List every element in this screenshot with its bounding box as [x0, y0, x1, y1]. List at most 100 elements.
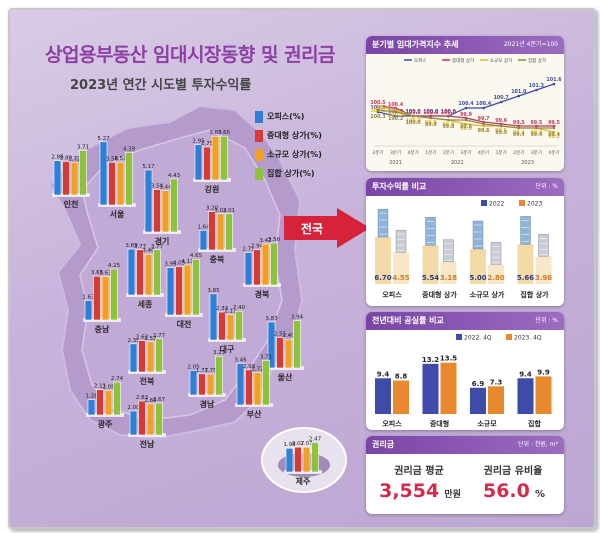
region-bar-label: 2.77 — [153, 333, 166, 339]
line-point-label: 100.3 — [370, 114, 385, 120]
bar-group: 9.4 9.9 집합 — [517, 368, 552, 428]
region-name: 경남 — [200, 399, 215, 409]
investment-return-title: 투자수익률 비교 — [372, 182, 427, 191]
line-point — [535, 88, 538, 92]
region-bar — [198, 373, 206, 396]
line-x-tick: 4분기 — [408, 149, 419, 156]
region-name: 부산 — [247, 409, 262, 419]
region-bar-label: 3.20 — [206, 206, 219, 212]
map-legend-swatch — [255, 129, 263, 142]
region-name: 경북 — [255, 289, 270, 299]
region-bar-label: 2.67 — [153, 397, 166, 403]
bar-legend-swatch — [506, 334, 512, 340]
region-bar-label: 3.94 — [291, 315, 304, 321]
region-bar-label: 3.95 — [164, 262, 177, 268]
bar-value-label: 9.9 — [537, 368, 550, 376]
vacancy-panel: 전년대비 공실률 비교 단위 : % 2022. 4Q 2023. 4Q 9.4 8.… — [366, 312, 564, 430]
line-x-tick: 1분기 — [496, 149, 507, 156]
bar-value-label: 7.3 — [490, 378, 503, 386]
key-money-avg: 3,554 만원 — [370, 480, 470, 502]
region-bar-label: 3.50 — [268, 237, 281, 243]
region-bar — [215, 355, 223, 396]
bar — [517, 244, 534, 284]
region-name: 전남 — [140, 439, 155, 449]
bar-legend-label: 2023. 4Q — [514, 335, 542, 342]
line-point-label: 100.2 — [370, 105, 385, 111]
region-name: 대전 — [177, 319, 192, 329]
region-bar-label: 2.05 — [187, 364, 200, 370]
region-bar-label: 3.42 — [259, 238, 271, 244]
line-point — [464, 106, 468, 110]
region-bar — [99, 141, 108, 206]
bar-value-label: 3.18 — [440, 274, 457, 282]
bar — [535, 256, 552, 284]
line-point-label: 99.4 — [530, 130, 542, 136]
region-bar-label: 2.83 — [136, 395, 149, 401]
region-bar — [113, 381, 121, 416]
line-point — [482, 120, 485, 124]
region-chart-경기: 5.17 3.543.44 4.43 경기 — [142, 164, 181, 246]
region-bar — [108, 161, 116, 206]
region-bar-label: 3.65 — [218, 130, 231, 136]
region-chart-강원: 2.952.75 3.653.65 강원 — [192, 130, 231, 194]
bar — [393, 252, 409, 284]
bar — [488, 386, 504, 414]
key-money-title: 권리금 — [372, 440, 395, 449]
bar-legend-swatch — [519, 200, 525, 206]
line-point-label: 99.4 — [530, 132, 542, 138]
key-money-avg-label: 권리금 평균 — [394, 466, 444, 477]
bar — [422, 245, 439, 284]
bar-group: 6.70 4.55 오피스 — [374, 208, 410, 299]
building-icon — [538, 234, 549, 257]
region-bar — [136, 249, 144, 296]
line-point-label: 99.5 — [548, 120, 560, 126]
line-point — [394, 108, 397, 112]
line-point-label: 99.8 — [442, 124, 454, 130]
line-point-label: 99.6 — [460, 126, 472, 132]
rent-index-header: 분기별 임대가격지수 추세 2021년 4분기=100 — [366, 36, 564, 54]
region-bar — [53, 160, 62, 196]
region-bar — [146, 403, 155, 436]
key-money-unit: 단위 : 천원, m² — [518, 441, 558, 448]
region-chart-전남: 2.00 2.832.602.67 전남 — [127, 395, 166, 449]
region-chart-경북: 2.712.943.423.50 경북 — [242, 237, 281, 299]
bar-value-label: 9.4 — [377, 370, 390, 378]
region-bar-label: 4.03 — [173, 261, 186, 267]
region-bar — [235, 310, 243, 341]
building-icon — [443, 239, 454, 262]
vacancy-title: 전년대비 공실률 비교 — [372, 316, 444, 325]
line-point — [499, 124, 503, 128]
building-icon — [377, 208, 389, 238]
region-bar-label: 4.65 — [190, 253, 203, 259]
bar-group: 6.9 7.3 소규모 — [470, 378, 504, 428]
bar-category-label: 소규모 — [477, 420, 497, 428]
region-bar-label: 5.17 — [142, 164, 155, 170]
region-bar — [276, 337, 284, 369]
region-bar — [125, 152, 133, 206]
bar-category-label: 오피스 — [382, 290, 402, 299]
line-point — [517, 94, 521, 98]
line-x-tick: 2분기 — [372, 149, 383, 156]
region-bar-label: 2.40 — [233, 305, 246, 311]
region-bar — [270, 242, 278, 286]
region-chart-경남: 2.051.771.75 3.23 경남 — [187, 350, 226, 409]
map-legend-swatch — [255, 167, 263, 180]
bar — [440, 261, 457, 284]
bar — [470, 387, 486, 414]
region-bar-label: 1.98 — [283, 442, 296, 448]
main-title: 상업용부동산 임대시장동향 및 권리금 — [45, 44, 336, 66]
line-point — [535, 124, 538, 128]
building-icon — [395, 229, 407, 253]
line-point-label: 99.4 — [513, 130, 525, 136]
region-bar-label: 2.86 — [51, 155, 64, 161]
region-bar-label: 2.33 — [216, 306, 229, 312]
region-bar — [146, 341, 155, 373]
region-chart-광주: 1.28 2.112.05 2.74 광주 — [85, 376, 124, 429]
region-bar-label: 3.77 — [151, 244, 164, 250]
region-bar-label: 1.28 — [85, 394, 98, 400]
bar-value-label: 5.00 — [469, 274, 486, 282]
region-bar — [199, 230, 208, 251]
region-bar-label: 3.40 — [142, 248, 155, 254]
region-bar — [294, 446, 302, 473]
